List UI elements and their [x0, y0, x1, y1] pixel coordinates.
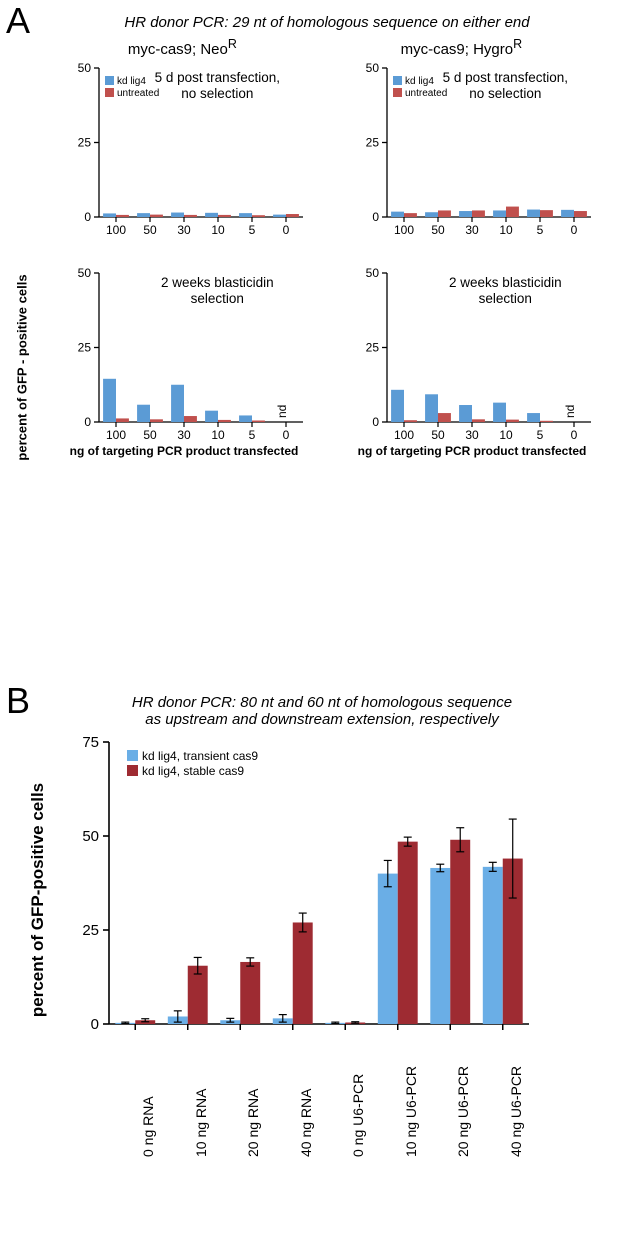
panel-b-title: HR donor PCR: 80 nt and 60 nt of homolog…	[0, 680, 624, 728]
svg-text:25: 25	[78, 136, 92, 150]
chart-top-right: 0255010050301050kd lig4untreated5 d post…	[347, 62, 597, 237]
panel-b-xlabels: 0 ng RNA 10 ng RNA 20 ng RNA 40 ng RNA 0 ng …	[44, 1039, 624, 1169]
panel-a-xlabel-left: ng of targeting PCR product transfected	[59, 444, 309, 458]
svg-text:5: 5	[537, 428, 544, 442]
svg-text:5 d post transfection,: 5 d post transfection,	[443, 70, 568, 85]
svg-text:0: 0	[91, 1016, 99, 1033]
svg-text:100: 100	[394, 428, 414, 442]
panel-a-title: HR donor PCR: 29 nt of homologous sequen…	[0, 0, 624, 31]
svg-text:nd: nd	[275, 405, 289, 418]
svg-text:50: 50	[78, 267, 92, 280]
chart-bottom-right: 0 25 50 100 50 30 10 5 nd 0 2 weeks blasticidinsel…	[347, 267, 597, 442]
x-category-label: 0 ng U6-PCR	[350, 1074, 366, 1157]
svg-text:50: 50	[143, 428, 157, 442]
panel-b-letter: B	[6, 680, 30, 722]
chart-b: 0 25 50 75 kd lig4, transient cas9kd lig4, s…	[44, 734, 624, 1039]
svg-text:30: 30	[465, 223, 479, 237]
svg-text:untreated: untreated	[405, 88, 447, 99]
panel-a-letter: A	[6, 0, 30, 42]
svg-text:5: 5	[537, 223, 544, 237]
svg-text:5: 5	[249, 428, 256, 442]
panel-a-left-subtitle: myc-cas9; NeoR	[128, 37, 237, 58]
chart-svg: 0255010050301050kd lig4untreated5 d post…	[59, 62, 309, 237]
svg-text:25: 25	[366, 136, 380, 150]
svg-text:2 weeks blasticidin: 2 weeks blasticidin	[449, 275, 562, 290]
svg-text:kd lig4, transient cas9: kd lig4, transient cas9	[142, 749, 258, 763]
svg-text:50: 50	[78, 62, 92, 75]
svg-text:0: 0	[84, 210, 91, 224]
svg-text:75: 75	[82, 734, 99, 751]
x-category-label: 20 ng RNA	[245, 1089, 261, 1157]
svg-text:100: 100	[394, 223, 414, 237]
svg-text:no selection: no selection	[469, 86, 541, 101]
panel-a-top-row: 0255010050301050kd lig4untreated5 d post…	[0, 62, 624, 237]
x-category-label: 40 ng U6-PCR	[508, 1066, 524, 1157]
svg-text:untreated: untreated	[117, 88, 159, 99]
svg-text:50: 50	[431, 428, 445, 442]
x-category-label: 20 ng U6-PCR	[455, 1066, 471, 1157]
svg-text:50: 50	[82, 828, 99, 845]
svg-text:nd: nd	[563, 405, 577, 418]
figure-root: A HR donor PCR: 29 nt of homologous sequ…	[0, 0, 624, 1240]
svg-text:0: 0	[372, 210, 379, 224]
svg-text:25: 25	[78, 341, 92, 355]
svg-text:0: 0	[84, 415, 91, 429]
panel-a: A HR donor PCR: 29 nt of homologous sequ…	[0, 0, 624, 680]
svg-text:5 d post transfection,: 5 d post transfection,	[155, 70, 280, 85]
chart-svg: 0255010050301050kd lig4untreated5 d post…	[347, 62, 597, 237]
x-category-label: 40 ng RNA	[298, 1089, 314, 1157]
svg-text:0: 0	[571, 428, 578, 442]
svg-text:kd lig4: kd lig4	[117, 76, 146, 87]
svg-text:30: 30	[465, 428, 479, 442]
svg-text:30: 30	[177, 428, 191, 442]
svg-text:100: 100	[106, 223, 126, 237]
svg-text:50: 50	[143, 223, 157, 237]
x-category-label: 10 ng U6-PCR	[403, 1066, 419, 1157]
svg-text:30: 30	[177, 223, 191, 237]
svg-text:100: 100	[106, 428, 126, 442]
svg-text:selection: selection	[479, 291, 532, 306]
svg-text:10: 10	[211, 428, 225, 442]
svg-text:0: 0	[372, 415, 379, 429]
svg-text:5: 5	[249, 223, 256, 237]
svg-text:0: 0	[283, 223, 290, 237]
svg-text:25: 25	[82, 922, 99, 939]
svg-text:2 weeks blasticidin: 2 weeks blasticidin	[161, 275, 274, 290]
chart-svg: 0 25 50 100 50 30 10 5 nd 0 2 weeks blasticidinsel…	[347, 267, 597, 442]
svg-text:25: 25	[366, 341, 380, 355]
svg-text:10: 10	[499, 223, 513, 237]
x-category-label: 0 ng RNA	[140, 1096, 156, 1157]
svg-text:0: 0	[571, 223, 578, 237]
svg-text:50: 50	[366, 267, 380, 280]
panel-a-xlabel-right: ng of targeting PCR product transfected	[347, 444, 597, 458]
svg-text:50: 50	[366, 62, 380, 75]
panel-a-ylabel: percent of GFP - positive cells	[15, 258, 30, 478]
chart-top-left: 0255010050301050kd lig4untreated5 d post…	[59, 62, 309, 237]
svg-text:selection: selection	[191, 291, 244, 306]
panel-a-right-subtitle: myc-cas9; HygroR	[401, 37, 523, 58]
svg-text:50: 50	[431, 223, 445, 237]
svg-text:no selection: no selection	[181, 86, 253, 101]
panel-b: B HR donor PCR: 80 nt and 60 nt of homol…	[0, 680, 624, 1240]
chart-svg: 0 25 50 75 kd lig4, transient cas9kd lig4, s…	[44, 734, 544, 1039]
svg-text:kd lig4, stable cas9: kd lig4, stable cas9	[142, 764, 244, 778]
panel-a-bottom-row: 025501005030105nd02 weeks blasticidinsel…	[0, 267, 624, 442]
svg-text:0: 0	[283, 428, 290, 442]
chart-svg: 0 25 50 100 50 30 10 5 nd 0 2 weeks blasticidinsel…	[59, 267, 309, 442]
svg-text:10: 10	[211, 223, 225, 237]
svg-text:kd lig4: kd lig4	[405, 76, 434, 87]
svg-text:10: 10	[499, 428, 513, 442]
chart-bottom-left: 0 25 50 100 50 30 10 5 nd 0 2 weeks blasticidinsel…	[59, 267, 309, 442]
x-category-label: 10 ng RNA	[193, 1089, 209, 1157]
